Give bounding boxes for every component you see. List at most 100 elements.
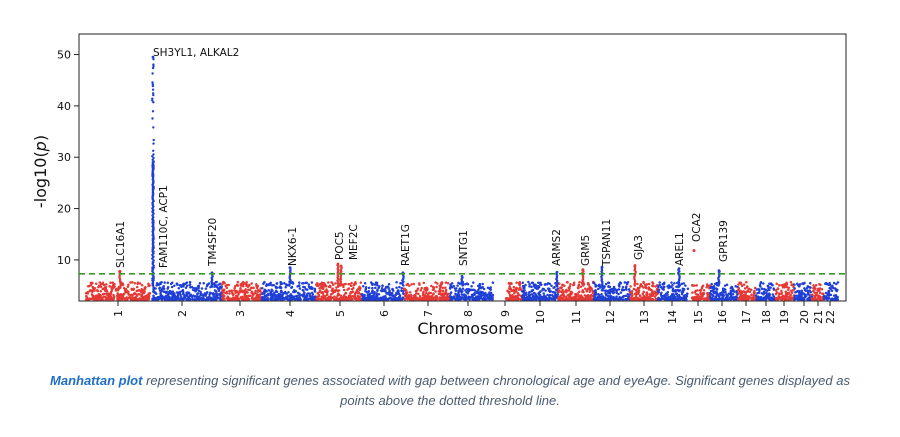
snp-point <box>620 288 624 291</box>
snp-point <box>644 283 648 287</box>
snp-point <box>431 285 435 289</box>
snp-point <box>434 290 437 293</box>
snp-point <box>444 290 448 294</box>
snp-point <box>135 285 139 289</box>
snp-point <box>721 287 725 290</box>
peak-point <box>152 153 155 156</box>
snp-point <box>374 281 378 284</box>
snp-point <box>554 288 558 292</box>
snp-point <box>235 295 239 298</box>
snp-point <box>271 298 274 301</box>
snp-point <box>442 295 445 298</box>
snp-point <box>201 295 205 299</box>
snp-point <box>746 289 750 292</box>
snp-point <box>506 289 509 293</box>
peak-point <box>152 264 155 267</box>
peak-point <box>151 248 154 251</box>
snp-point <box>166 281 170 285</box>
snp-point <box>286 298 290 301</box>
snp-point <box>400 289 403 293</box>
snp-point <box>125 296 128 299</box>
snp-point <box>157 283 161 286</box>
peak-top-point <box>600 265 604 269</box>
snp-point <box>780 289 783 293</box>
peak-point <box>152 266 155 269</box>
peak-point <box>152 277 155 280</box>
peak-point <box>151 190 155 194</box>
snp-point <box>534 292 537 296</box>
snp-point <box>246 296 250 300</box>
snp-point <box>387 286 390 289</box>
chromosome-12-points <box>592 281 631 301</box>
snp-point <box>298 281 301 284</box>
snp-point <box>518 287 521 291</box>
peak-point <box>151 244 155 248</box>
snp-point <box>269 281 272 285</box>
snp-point <box>371 286 374 290</box>
snp-point <box>508 293 512 297</box>
snp-point <box>275 282 279 285</box>
snp-point <box>320 291 323 294</box>
peak-point <box>151 239 155 242</box>
snp-point <box>648 296 652 299</box>
snp-point <box>184 286 188 290</box>
snp-point <box>348 282 351 286</box>
snp-point <box>280 290 284 294</box>
chromosome-14-points <box>656 281 690 301</box>
snp-point <box>384 294 387 298</box>
snp-point <box>147 284 150 288</box>
chromosome-9-points <box>504 281 524 301</box>
peak-point <box>151 246 154 250</box>
snp-point <box>331 287 334 290</box>
snp-point <box>670 281 673 284</box>
snp-point <box>637 292 640 295</box>
snp-point <box>789 298 792 301</box>
snp-point <box>810 297 814 301</box>
peak-point <box>151 207 154 210</box>
snp-point <box>797 295 800 298</box>
snp-point <box>259 289 262 293</box>
snp-point <box>195 296 199 300</box>
snp-point <box>818 291 822 295</box>
snp-point <box>693 291 697 294</box>
snp-point <box>356 298 360 301</box>
snp-point <box>744 291 748 294</box>
snp-point <box>636 282 639 286</box>
peak-gpr139 <box>717 269 721 287</box>
snp-point <box>191 288 195 292</box>
snp-point <box>816 287 820 290</box>
snp-point <box>371 291 374 294</box>
snp-point <box>279 295 282 298</box>
snp-point <box>162 287 166 291</box>
snp-point <box>485 295 488 298</box>
chromosome-18-points <box>754 281 778 301</box>
snp-point <box>199 293 202 297</box>
snp-point <box>537 281 540 285</box>
snp-point <box>109 281 112 284</box>
snp-point <box>453 287 457 290</box>
snp-point <box>92 294 95 298</box>
peak-top-point <box>151 55 155 59</box>
peak-point <box>151 230 154 233</box>
snp-point <box>311 286 314 290</box>
peak-point <box>152 142 155 145</box>
x-tick-label: 1 <box>112 310 125 317</box>
snp-point <box>736 293 739 296</box>
peak-point <box>151 217 154 221</box>
peak-point <box>152 93 155 97</box>
snp-point <box>307 285 311 289</box>
snp-point <box>398 285 401 289</box>
snp-point <box>223 281 226 285</box>
gene-labels: SLC16A1 SH3YL1, ALKAL2 FAM110C, ACP1 TM4SF2… <box>115 47 730 268</box>
snp-point <box>320 281 324 284</box>
snp-point <box>444 286 447 289</box>
snp-point <box>780 298 783 301</box>
snp-point <box>525 291 528 295</box>
snp-point <box>160 280 163 284</box>
snp-point <box>182 293 186 296</box>
snp-point <box>187 296 190 300</box>
snp-point <box>349 284 353 288</box>
snp-point <box>297 284 301 288</box>
snp-point <box>508 290 511 294</box>
snp-point <box>329 285 332 289</box>
